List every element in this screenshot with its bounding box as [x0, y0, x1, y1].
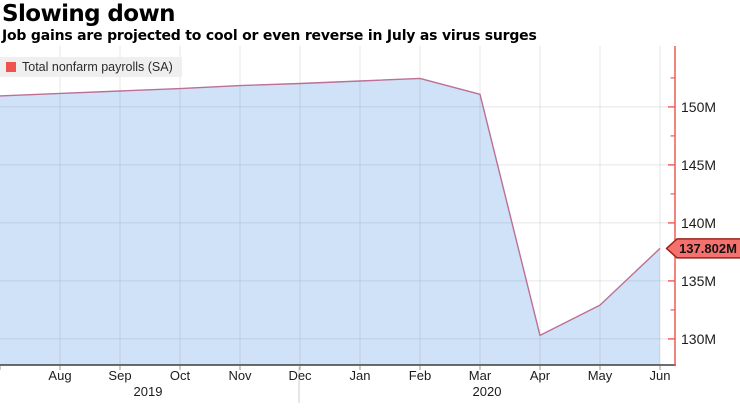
x-axis-label: Nov: [228, 368, 252, 383]
series-area: [0, 78, 660, 366]
x-axis-label: Mar: [468, 368, 492, 383]
legend-item[interactable]: Total nonfarm payrolls (SA): [0, 57, 182, 77]
year-label: 2019: [133, 384, 163, 399]
year-label: 2020: [472, 384, 502, 399]
x-axis-label: Jun: [649, 368, 671, 383]
page-title: Slowing down: [2, 1, 176, 27]
y-axis-label: 150M: [681, 99, 717, 115]
last-value-text: 137.802M: [679, 241, 737, 256]
legend-label: Total nonfarm payrolls (SA): [22, 60, 173, 74]
last-value-flag: [665, 238, 740, 259]
x-axis-label: May: [587, 368, 613, 383]
series-line: [0, 77, 661, 337]
y-axis-label: 145M: [681, 157, 717, 173]
x-axis-label: Jan: [349, 368, 371, 383]
x-axis-label: Apr: [529, 368, 551, 383]
x-axis-label: Feb: [408, 368, 432, 383]
x-axis-label: Dec: [288, 368, 312, 383]
x-axis-label: Oct: [169, 368, 191, 383]
y-axis-label: 135M: [681, 273, 717, 289]
page-subtitle: Job gains are projected to cool or even …: [2, 28, 537, 44]
legend-swatch-icon: [6, 62, 16, 72]
x-axis-label: Aug: [48, 368, 72, 383]
x-axis-label: Sep: [108, 368, 132, 383]
y-axis-label: 140M: [681, 215, 717, 231]
y-axis-label: 130M: [681, 331, 717, 347]
